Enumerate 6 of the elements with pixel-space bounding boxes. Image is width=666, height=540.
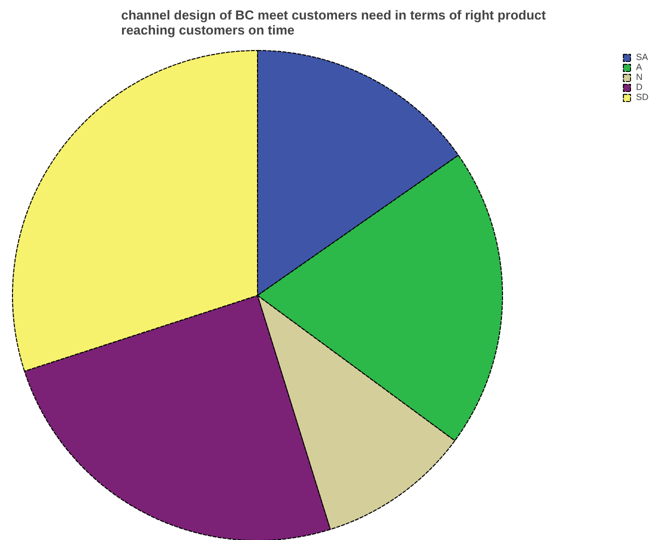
legend-label: N	[636, 72, 644, 82]
legend-label: A	[636, 62, 644, 72]
legend-label: SA	[636, 52, 650, 62]
chart-title: channel design of BC meet customers need in terms of right product reaching customers on time	[121, 8, 547, 38]
legend-label: D	[636, 82, 644, 92]
legend-label: SD	[636, 92, 650, 102]
